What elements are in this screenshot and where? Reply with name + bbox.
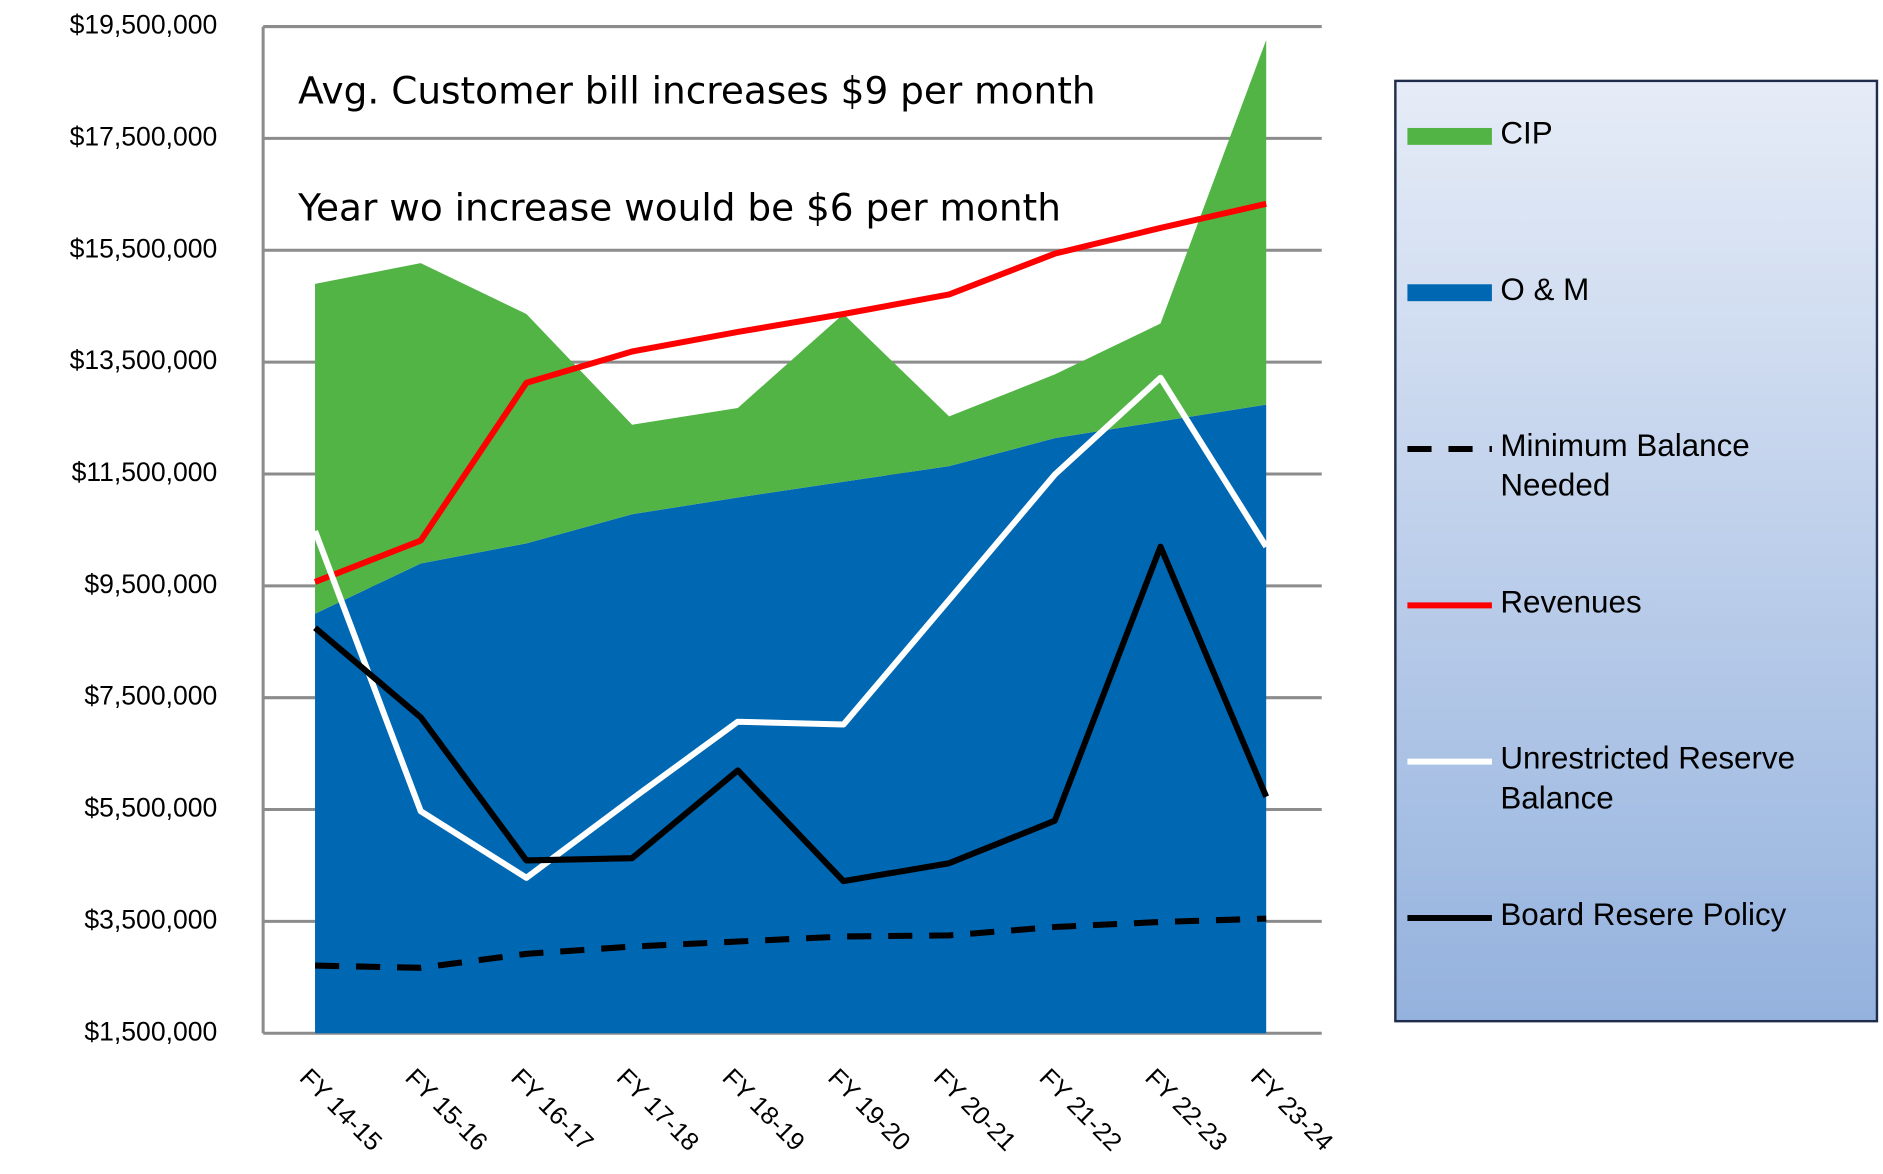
- y-tick-label: $5,500,000: [84, 793, 217, 823]
- y-tick-label: $15,500,000: [70, 233, 218, 263]
- y-tick-label: $13,500,000: [70, 345, 218, 375]
- x-tick-label: FY 14-15: [294, 1063, 387, 1156]
- line: [313, 200, 1267, 585]
- x-tick-label: FY 15-16: [400, 1063, 493, 1156]
- annotation: Year wo increase would be $6 per month: [297, 186, 1061, 230]
- legend-label: Unrestricted Reserve Balance: [1500, 741, 1795, 816]
- x-tick-label: FY 16-17: [505, 1063, 598, 1156]
- y-tick-label: $11,500,000: [72, 457, 218, 487]
- y-tick-label: $3,500,000: [84, 904, 217, 934]
- annotation: Avg. Customer bill increases $9 per mont…: [298, 68, 1095, 112]
- area: [315, 404, 1267, 1034]
- x-tick-label: FY 17-18: [611, 1063, 704, 1156]
- legend-swatch: [1407, 284, 1492, 302]
- y-tick-label: $9,500,000: [84, 569, 217, 599]
- y-tick-label: $7,500,000: [84, 681, 217, 711]
- legend-swatch: [1407, 127, 1492, 145]
- x-tick-label: FY 19-20: [822, 1063, 915, 1156]
- line: [313, 543, 1269, 885]
- area: [315, 39, 1267, 614]
- y-tick-label: $17,500,000: [70, 121, 218, 151]
- legend-label: Minimum Balance Needed: [1500, 428, 1749, 503]
- x-tick-label: FY 18-19: [717, 1063, 810, 1156]
- legend-label: CIP: [1500, 115, 1552, 150]
- legend-label: O & M: [1500, 272, 1589, 307]
- legend-box: [1394, 79, 1879, 1023]
- line: [314, 915, 1267, 971]
- x-tick-label: FY 22-23: [1139, 1063, 1232, 1156]
- line: [312, 374, 1269, 881]
- x-tick-label: FY 20-21: [928, 1063, 1021, 1156]
- x-tick-label: FY 23-24: [1245, 1063, 1338, 1156]
- y-tick-label: $19,500,000: [70, 10, 218, 40]
- y-tick-label: $1,500,000: [84, 1016, 217, 1046]
- legend-label: Revenues: [1500, 584, 1641, 619]
- x-tick-label: FY 21-22: [1034, 1063, 1127, 1156]
- legend-label: Board Resere Policy: [1500, 897, 1786, 932]
